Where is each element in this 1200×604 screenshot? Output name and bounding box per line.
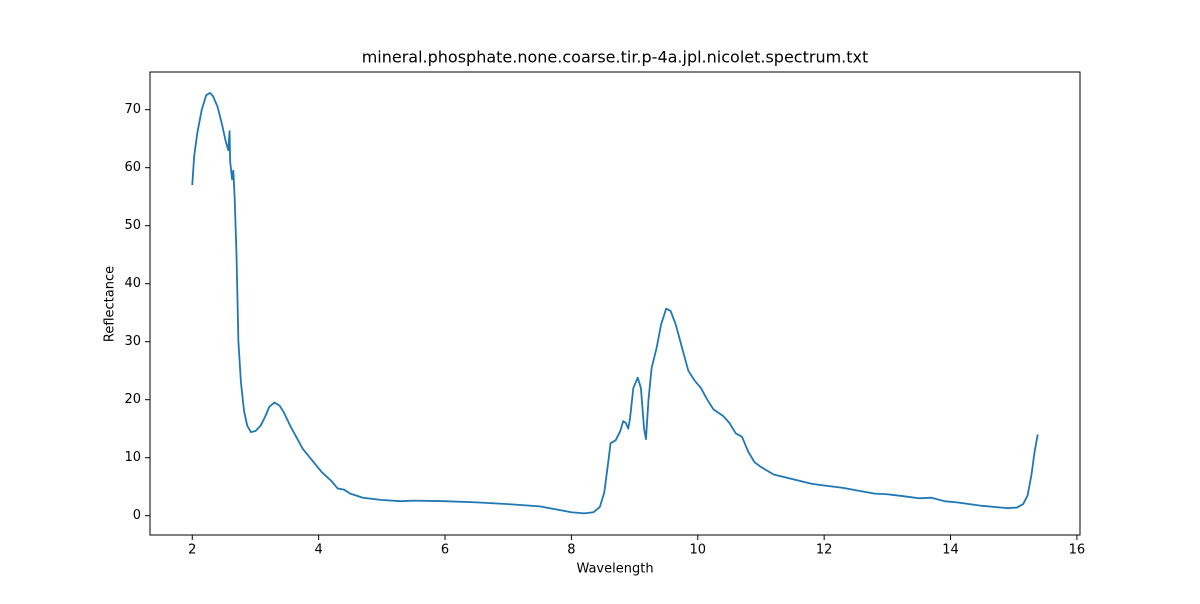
chart-title: mineral.phosphate.none.coarse.tir.p-4a.j… (362, 48, 869, 67)
y-tick-label: 40 (124, 276, 141, 291)
x-tick-label: 8 (567, 543, 575, 558)
x-tick-label: 14 (942, 543, 959, 558)
y-tick-label: 50 (124, 218, 141, 233)
data-line (191, 91, 1039, 515)
y-tick-label: 30 (124, 334, 141, 349)
x-tick-label: 16 (1069, 543, 1086, 558)
x-axis-label: Wavelength (576, 562, 653, 577)
x-tick-label: 2 (188, 543, 196, 558)
x-tick-label: 12 (816, 543, 833, 558)
x-tick-label: 6 (441, 543, 449, 558)
y-tick-label: 60 (124, 160, 141, 175)
x-tick-label: 4 (315, 543, 323, 558)
y-axis-label: Reflectance (103, 266, 118, 342)
y-tick-label: 10 (124, 450, 141, 465)
y-tick-label: 70 (124, 102, 141, 117)
axes-frame (149, 71, 1081, 536)
x-tick-label: 10 (690, 543, 707, 558)
y-tick-label: 20 (124, 392, 141, 407)
y-tick-label: 0 (133, 508, 141, 523)
